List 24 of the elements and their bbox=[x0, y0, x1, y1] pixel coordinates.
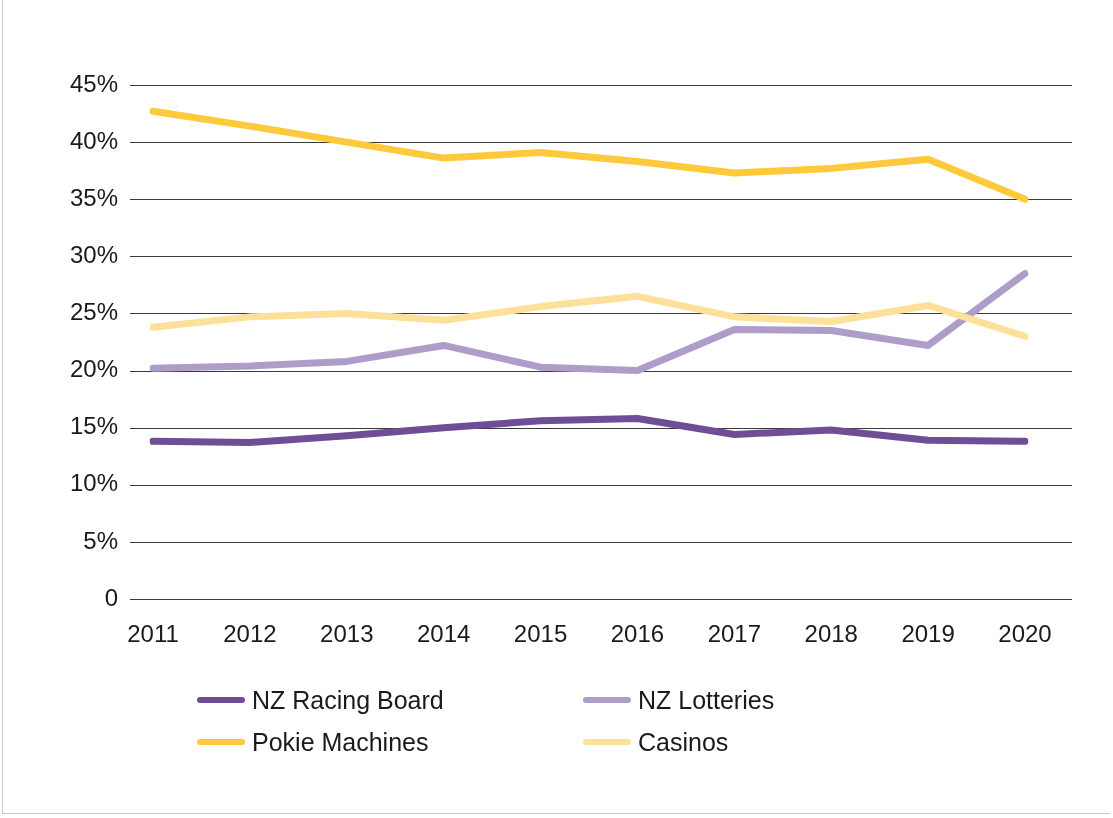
y-tick-label: 40% bbox=[69, 126, 118, 154]
x-tick-label: 2020 bbox=[998, 620, 1052, 648]
y-tick-label: 25% bbox=[69, 298, 118, 326]
y-tick-label: 45% bbox=[69, 69, 118, 97]
y-tick-label: 20% bbox=[69, 355, 118, 383]
x-tick-label: 2016 bbox=[610, 620, 665, 648]
y-tick-label: 30% bbox=[69, 240, 118, 268]
x-tick-label: 2018 bbox=[804, 620, 858, 648]
y-tick-label: 35% bbox=[69, 183, 118, 211]
x-tick-label: 2014 bbox=[416, 620, 471, 648]
y-tick-label: 0 bbox=[104, 583, 118, 611]
x-tick-label: 2019 bbox=[901, 620, 955, 648]
y-tick-label: 10% bbox=[69, 469, 118, 497]
legend-label: NZ Lotteries bbox=[638, 685, 775, 715]
legend-label: Pokie Machines bbox=[252, 727, 429, 757]
x-tick-label: 2015 bbox=[513, 620, 568, 648]
legend-label: Casinos bbox=[638, 727, 729, 757]
x-tick-label: 2012 bbox=[223, 620, 277, 648]
x-tick-label: 2013 bbox=[320, 620, 374, 648]
y-tick-label: 15% bbox=[69, 412, 118, 440]
legend-label: NZ Racing Board bbox=[252, 685, 444, 715]
y-tick-label: 5% bbox=[83, 526, 118, 554]
x-tick-label: 2017 bbox=[707, 620, 762, 648]
x-tick-label: 2011 bbox=[127, 620, 179, 648]
